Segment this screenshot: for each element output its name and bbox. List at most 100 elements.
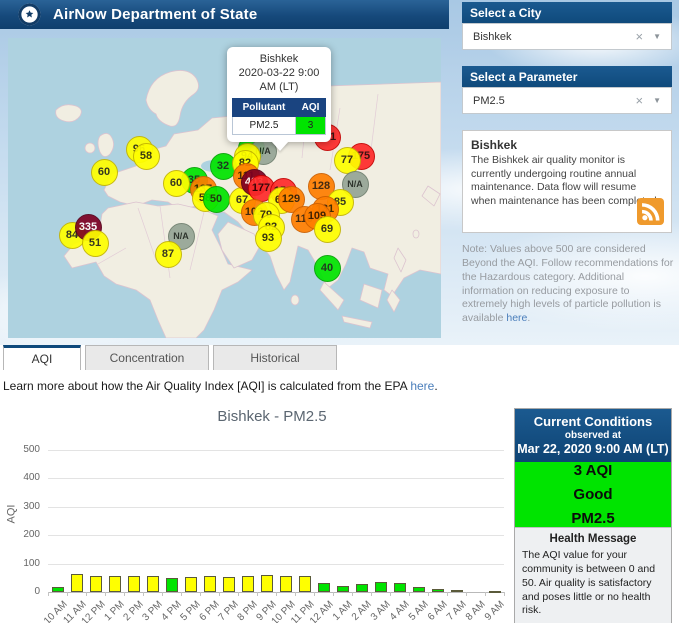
gridline [48,535,504,537]
map-marker[interactable]: 51 [81,229,109,257]
observed-datetime: Mar 22, 2020 9:00 AM (LT) [517,442,669,456]
tab-historical[interactable]: Historical [213,345,337,370]
y-tick-label: 0 [34,586,40,597]
x-tick [86,592,87,596]
station-message: The Bishkek air quality monitor is curre… [471,154,660,207]
chart-bar[interactable] [260,574,273,592]
map-marker[interactable]: 58 [132,142,160,170]
chart-bar[interactable] [393,583,406,592]
popup-aqi-value: 3 [294,116,327,136]
map-marker[interactable]: 40 [313,254,341,282]
chart-bar[interactable] [222,576,235,592]
chevron-down-icon[interactable]: ▼ [653,96,661,105]
current-aqi-block: 3 AQI Good PM2.5 [515,462,671,527]
app-header: AirNow Department of State [0,0,449,29]
chart-bar[interactable] [108,575,121,592]
parameter-select-value: PM2.5 [473,94,505,107]
chart-bar[interactable] [298,576,311,592]
x-tick [466,592,467,596]
chart-bar[interactable] [488,591,501,593]
clear-icon[interactable]: × [635,93,644,108]
x-tick [390,592,391,596]
health-message-title: Health Message [549,533,637,545]
y-tick-label: 500 [23,444,40,455]
health-message-body: The AQI value for your community is betw… [522,549,656,617]
chart-bar[interactable] [203,576,216,592]
gridline [48,478,504,480]
x-tick [200,592,201,596]
chart-bar[interactable] [412,586,425,592]
chart-bar[interactable] [450,589,463,592]
chart-bar[interactable] [431,588,444,592]
chart-bar[interactable] [317,582,330,592]
x-tick [238,592,239,596]
x-tick [257,592,258,596]
x-tick [428,592,429,596]
gridline [48,506,504,508]
x-tick [485,592,486,596]
map-marker[interactable]: 69 [313,215,341,243]
map-marker[interactable]: 93 [254,224,282,252]
current-aqi-value: 3 AQI [573,462,613,479]
chart-bar[interactable] [241,576,254,592]
clear-icon[interactable]: × [635,29,644,44]
x-tick [409,592,410,596]
chart-bar[interactable] [336,586,349,592]
note-here-link[interactable]: here [506,312,528,325]
map-marker[interactable]: 60 [162,169,190,197]
app-title: AirNow Department of State [53,6,258,23]
x-tick [162,592,163,596]
department-of-state-seal-icon [18,3,41,26]
station-name: Bishkek [471,138,518,152]
select-city-header: Select a City [462,2,672,23]
chart-bar[interactable] [127,575,140,592]
parameter-select[interactable]: PM2.5 × ▼ [462,87,672,114]
chart-bar[interactable] [374,581,387,592]
map-marker[interactable]: 77 [333,146,361,174]
current-conditions-header: Current Conditions observed at Mar 22, 2… [515,409,671,462]
beyond-aqi-note: Note: Values above 500 are considered Be… [462,243,674,325]
rss-icon[interactable] [637,198,664,225]
chart-bar[interactable] [70,574,83,592]
tab-aqi[interactable]: AQI [3,345,81,370]
map-marker[interactable]: 60 [90,158,118,186]
health-message-section: Health Message The AQI value for your co… [515,527,671,623]
select-parameter-header: Select a Parameter [462,66,672,87]
chart-bar[interactable] [146,576,159,592]
chevron-down-icon[interactable]: ▼ [653,32,661,41]
chart-bar[interactable] [165,577,178,592]
x-tick [314,592,315,596]
map-marker[interactable]: 87 [154,240,182,268]
observed-at-label: observed at [564,430,622,441]
chart-bar[interactable] [89,575,102,592]
chart-title: Bishkek - PM2.5 [217,408,327,425]
current-aqi-parameter: PM2.5 [571,510,615,527]
world-map[interactable]: 9658603235601375850678433551N/A87N/A9482… [8,38,441,338]
chart-bar[interactable] [279,576,292,592]
gridline [48,563,504,565]
view-tabs: AQI Concentration Historical [3,345,337,370]
x-tick [48,592,49,596]
y-tick-label: 100 [23,557,40,569]
x-tick [371,592,372,596]
chart-bar[interactable] [184,576,197,592]
map-marker[interactable]: 50 [202,185,230,213]
station-info-box: Bishkek The Bishkek air quality monitor … [462,130,672,233]
tab-concentration[interactable]: Concentration [85,345,209,370]
x-tick [143,592,144,596]
city-select[interactable]: Bishkek × ▼ [462,23,672,50]
gridline [48,450,504,451]
y-tick-label: 200 [23,529,40,541]
x-tick [105,592,106,596]
x-tick [67,592,68,596]
x-tick [352,592,353,596]
map-popup: Bishkek 2020-03-22 9:00 AM (LT) Pollutan… [227,47,331,152]
learn-more-here-link[interactable]: here [410,379,435,393]
chart-bar[interactable] [355,583,368,592]
chart-bar[interactable] [51,587,64,592]
aqi-bar-chart: Bishkek - PM2.5 AQI 0 100 200 300 400 500 10 A… [0,400,512,623]
x-tick [447,592,448,596]
x-tick [504,592,505,596]
popup-tail [271,141,289,152]
